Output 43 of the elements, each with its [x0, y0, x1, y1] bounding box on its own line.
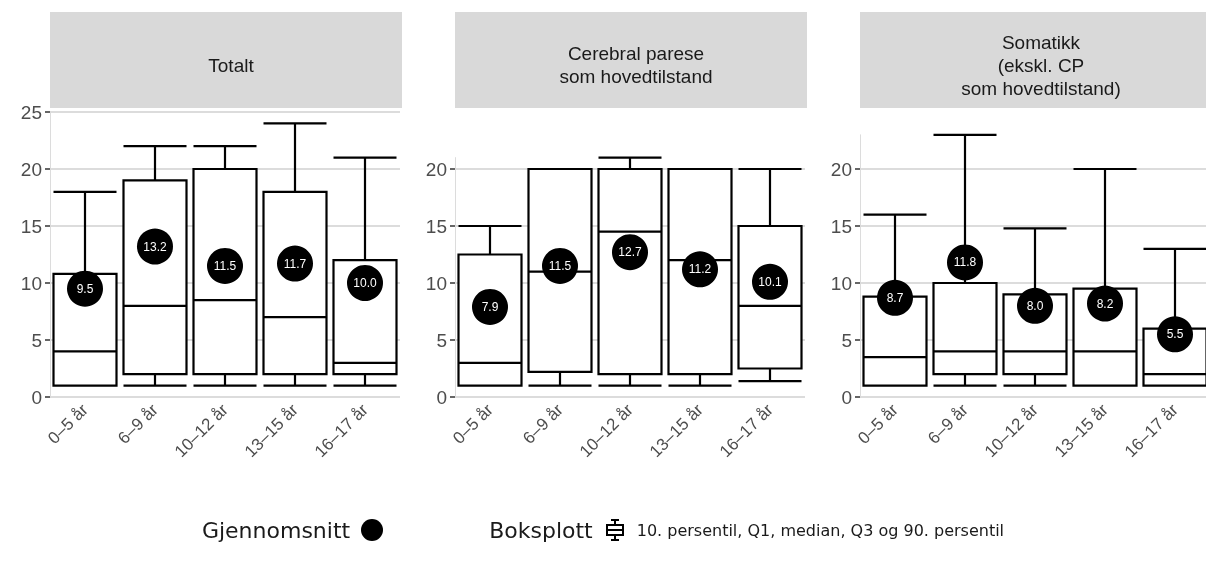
y-tick-label: 15: [20, 215, 42, 237]
legend-label: Gjennomsnitt: [201, 517, 351, 543]
y-tick-label: 10: [20, 272, 42, 294]
x-tick-label: 6–9 år: [519, 400, 567, 448]
text: 10. persentil, Q1, median, Q3 og 90. persentil: [636, 520, 1005, 540]
y-tick-label: 15: [830, 215, 852, 237]
y-tick-label: 25: [20, 101, 42, 123]
data-label: 5.5: [1166, 327, 1184, 342]
data-label: 8.7: [886, 290, 904, 305]
y-tick-label: 20: [20, 158, 42, 180]
chart-title: Cerebral parese som hovedtilstand: [559, 43, 713, 87]
x-tick-label: 6–9 år: [924, 400, 972, 448]
data-label: 13.2: [143, 239, 167, 254]
data-label: 11.5: [548, 258, 572, 273]
chart-title: Somatikk (ekskl. CP som hovedtilstand): [961, 31, 1121, 99]
x-tick-label: 0–5 år: [449, 400, 497, 448]
y-tick-label: 0: [31, 386, 42, 408]
x-tick-label: 6–9 år: [114, 400, 162, 448]
data-label: 11.2: [688, 262, 712, 277]
x-tick-label: 0–5 år: [854, 400, 902, 448]
data-label: 11.7: [283, 256, 307, 271]
data-label: 8.2: [1096, 296, 1114, 311]
data-label: 12.7: [618, 245, 642, 260]
data-label: 7.9: [481, 299, 499, 314]
x-tick-label: 0–5 år: [44, 400, 92, 448]
y-tick-label: 5: [841, 329, 852, 351]
y-tick-label: 10: [830, 272, 852, 294]
y-tick-label: 5: [31, 329, 42, 351]
y-tick-label: 5: [436, 329, 447, 351]
data-label: 10.0: [353, 276, 377, 290]
data-label: 10.1: [758, 274, 782, 289]
legend-label: Boksplott: [489, 517, 593, 543]
data-label: 8.0: [1026, 298, 1044, 313]
y-tick-label: 0: [841, 386, 852, 408]
y-tick-label: 0: [436, 386, 447, 408]
y-tick-label: 10: [425, 272, 447, 294]
y-tick-label: 15: [425, 215, 447, 237]
data-label: 11.5: [213, 258, 237, 273]
y-tick-label: 20: [830, 158, 852, 180]
chart-title: Totalt: [208, 54, 255, 76]
data-label: 9.5: [76, 281, 94, 296]
data-label: 11.8: [953, 255, 977, 270]
y-tick-label: 20: [425, 158, 447, 180]
